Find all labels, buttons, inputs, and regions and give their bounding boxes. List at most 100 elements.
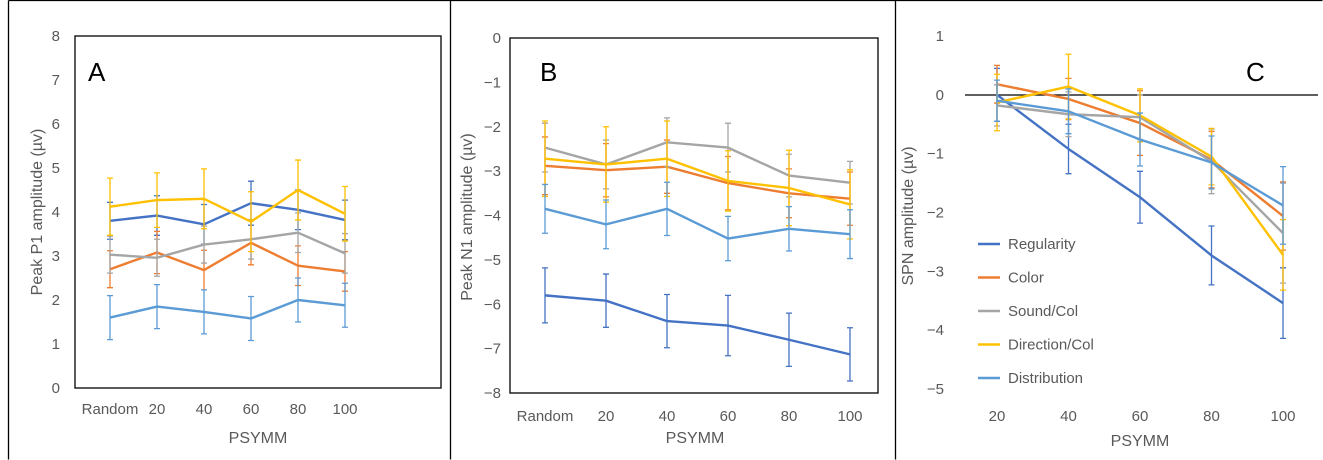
y-tick-label: 6 [52, 116, 60, 133]
series-sound-col-b [542, 117, 853, 205]
x-axis-title-b: PSYMM [666, 430, 725, 447]
x-tick-label: 80 [1203, 408, 1220, 425]
plot-area-a [74, 35, 442, 389]
y-tick-label: −1 [484, 74, 501, 91]
legend-label-direction-col: Direction/Col [1008, 337, 1094, 354]
plot-area-b [509, 37, 879, 394]
series-line-regularity [109, 201, 346, 226]
y-tick-label: 1 [936, 28, 944, 45]
y-tick-label: 0 [52, 380, 60, 397]
frame-borders [7, 0, 1323, 460]
y-axis-title-c: SPN amplitude (µv) [900, 146, 917, 285]
series-line-distribution [109, 298, 346, 320]
panel-c: C −5 −4 −3 −2 −1 0 1 20 40 60 80 100 PSYMM SPN amp… [900, 28, 1318, 450]
series-line-sound-col [109, 231, 346, 259]
series-regularity-b [542, 267, 853, 382]
x-tick-label: Random [82, 401, 139, 418]
series-line-color [544, 164, 851, 200]
legend-label-sound-col: Sound/Col [1008, 303, 1078, 320]
series-line-sound-col [544, 141, 851, 184]
y-axis-title-a: Peak P1 amplitude (µv) [29, 129, 46, 296]
y-tick-label: −1 [927, 146, 944, 163]
y-tick-label: 3 [52, 248, 60, 265]
x-tick-label: 40 [196, 401, 213, 418]
series-line-regularity [544, 294, 851, 356]
series-regularity-a [107, 180, 348, 245]
error-bar-distribution [994, 79, 1000, 122]
x-tick-label: 40 [659, 408, 676, 425]
x-tick-label: 20 [149, 401, 166, 418]
y-tick-label: −3 [484, 163, 501, 180]
x-tick-label: 80 [290, 401, 307, 418]
series-line-distribution [996, 99, 1284, 207]
y-tick-label: −5 [927, 381, 944, 398]
panel-label-a: A [88, 57, 106, 87]
legend-item-direction-col: Direction/Col [978, 337, 1094, 354]
legend-c: Regularity Color Sound/Col Direction/Col Dis… [978, 236, 1094, 387]
y-tick-label: −3 [927, 263, 944, 280]
panel-b: B −8 −7 −6 −5 −4 −3 −2 −1 0 Random 20 40 60 80 100 PS… [459, 30, 879, 447]
series-line-direction-col [544, 157, 851, 206]
x-tick-label: 60 [720, 408, 737, 425]
y-ticks-c: −5 −4 −3 −2 −1 0 1 [927, 28, 944, 398]
y-tick-label: −2 [484, 119, 501, 136]
x-tick-label: 100 [837, 408, 862, 425]
error-bar-regularity [847, 327, 853, 382]
y-ticks-a: 0 1 2 3 4 5 6 7 8 [52, 28, 60, 397]
y-tick-label: −8 [484, 385, 501, 402]
series-direction-col-b [542, 120, 853, 240]
x-tick-label: Random [517, 408, 574, 425]
series-line-distribution [544, 207, 851, 240]
series-layer-c [994, 53, 1286, 340]
panel-a: A 0 1 2 3 4 5 6 7 8 Random 20 40 60 80 100 PSYMM Peak… [29, 28, 442, 447]
series-distribution-b [542, 181, 853, 262]
x-tick-label: 20 [989, 408, 1006, 425]
y-tick-label: 1 [52, 336, 60, 353]
x-ticks-b: Random 20 40 60 80 100 [517, 408, 863, 425]
series-distribution-c [994, 79, 1286, 245]
y-tick-label: −7 [484, 341, 501, 358]
panel-label-c: C [1246, 57, 1265, 87]
x-tick-label: 40 [1060, 408, 1077, 425]
series-line-direction-col [109, 188, 346, 223]
legend-label-color: Color [1008, 270, 1044, 287]
x-tick-label: 60 [243, 401, 260, 418]
y-tick-label: 2 [52, 292, 60, 309]
y-tick-label: −6 [484, 296, 501, 313]
y-tick-label: −4 [484, 208, 501, 225]
x-axis-title-a: PSYMM [229, 430, 288, 447]
x-tick-label: 100 [1270, 408, 1295, 425]
y-tick-label: −4 [927, 322, 944, 339]
panel-label-b: B [540, 57, 557, 87]
y-tick-label: 0 [493, 30, 501, 47]
x-axis-title-c: PSYMM [1111, 433, 1170, 450]
legend-label-distribution: Distribution [1008, 370, 1083, 387]
x-tick-label: 100 [332, 401, 357, 418]
legend-item-sound-col: Sound/Col [978, 303, 1078, 320]
series-line-regularity [996, 93, 1284, 305]
series-line-color [109, 241, 346, 273]
legend-item-regularity: Regularity [978, 236, 1076, 253]
y-tick-label: 7 [52, 72, 60, 89]
y-tick-label: 4 [52, 204, 60, 221]
series-layer-b [542, 117, 853, 382]
y-ticks-b: −8 −7 −6 −5 −4 −3 −2 −1 0 [484, 30, 501, 402]
series-layer-a [107, 159, 348, 342]
legend-item-color: Color [978, 270, 1044, 287]
x-tick-label: 20 [598, 408, 615, 425]
legend-label-regularity: Regularity [1008, 236, 1076, 253]
series-distribution-a [107, 277, 348, 342]
x-tick-label: 80 [781, 408, 798, 425]
x-tick-label: 60 [1132, 408, 1149, 425]
legend-item-distribution: Distribution [978, 370, 1083, 387]
y-tick-label: 8 [52, 28, 60, 45]
series-color-b [542, 136, 853, 226]
y-tick-label: −5 [484, 252, 501, 269]
x-ticks-c: 20 40 60 80 100 [989, 408, 1296, 425]
y-tick-label: 5 [52, 160, 60, 177]
y-tick-label: 0 [936, 87, 944, 104]
y-axis-title-b: Peak N1 amplitude (µv) [459, 133, 476, 301]
x-ticks-a: Random 20 40 60 80 100 [82, 401, 358, 418]
series-direction-col-a [107, 159, 348, 253]
